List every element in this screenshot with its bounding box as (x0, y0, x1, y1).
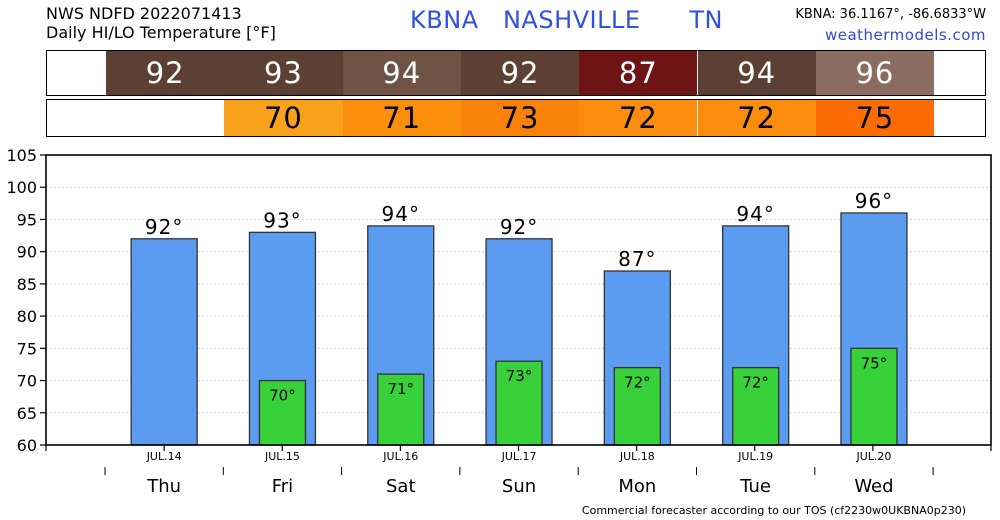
high-temp-strip: 92 93 94 92 87 94 96 (46, 50, 986, 96)
low-strip-cell: 75 (815, 100, 935, 136)
low-temp-label: 75° (861, 354, 888, 372)
y-tick-label: 100 (6, 178, 37, 197)
high-strip-cell: 92 (106, 51, 225, 95)
low-temp-strip: 70 71 73 72 72 75 (46, 99, 986, 137)
low-temp-label: 73° (506, 367, 533, 385)
high-strip-cell: 94 (342, 51, 461, 95)
low-strip-cell: 71 (342, 100, 461, 136)
y-tick-label: 85 (17, 275, 37, 294)
low-strip-cell: 70 (224, 100, 343, 136)
y-tick-label: 60 (17, 436, 37, 455)
product-header: NWS NDFD 2022071413 Daily HI/LO Temperat… (46, 4, 276, 42)
y-tick-label: 105 (6, 146, 37, 165)
y-tick-label: 80 (17, 307, 37, 326)
low-temp-label: 72° (624, 374, 651, 392)
low-temp-bar (613, 367, 661, 446)
date-label: JUL.16 (382, 450, 418, 463)
high-strip-cell: 96 (815, 51, 935, 95)
high-temp-label: 94° (382, 202, 420, 226)
high-temp-label: 93° (263, 208, 301, 232)
high-temp-label: 96° (855, 189, 893, 213)
low-strip-cell: 72 (579, 100, 698, 136)
date-label: JUL.15 (264, 450, 300, 463)
day-label: Mon (618, 476, 656, 497)
footer-note: Commercial forecaster according to our T… (581, 504, 966, 517)
date-label: JUL.14 (146, 450, 182, 463)
station-id: KBNA (410, 6, 479, 34)
y-tick-label: 95 (17, 210, 37, 229)
high-strip-cell: 87 (579, 51, 698, 95)
date-label: JUL.19 (737, 450, 773, 463)
station-title: KBNA NASHVILLE TN (410, 6, 723, 34)
low-strip-cell: 72 (697, 100, 816, 136)
low-strip-cell: 73 (460, 100, 580, 136)
day-label: Thu (146, 476, 181, 497)
date-label: JUL.17 (501, 450, 537, 463)
day-label: Fri (272, 476, 293, 497)
high-temp-bar (130, 238, 198, 446)
high-temp-label: 92° (145, 215, 183, 239)
day-label: Wed (854, 476, 893, 497)
low-temp-label: 70° (269, 387, 296, 405)
high-temp-label: 92° (500, 215, 538, 239)
station-name: NASHVILLE (502, 6, 641, 34)
station-coords: KBNA: 36.1167°, -86.6833°W (795, 7, 986, 22)
date-label: JUL.20 (855, 450, 891, 463)
low-temp-bar (732, 367, 780, 446)
product-variable-label: Daily HI/LO Temperature [°F] (46, 23, 276, 42)
high-temp-label: 94° (736, 202, 774, 226)
station-state: TN (689, 6, 723, 34)
y-tick-label: 90 (17, 243, 37, 262)
y-tick-label: 75 (17, 339, 37, 358)
high-strip-cell: 94 (697, 51, 816, 95)
low-temp-bar (495, 360, 543, 446)
day-label: Sat (386, 476, 416, 497)
high-strip-cell: 92 (460, 51, 580, 95)
y-tick-label: 70 (17, 372, 37, 391)
low-temp-label: 71° (387, 380, 414, 398)
high-temp-label: 87° (618, 247, 656, 271)
high-strip-cell: 93 (224, 51, 343, 95)
site-link[interactable]: weathermodels.com (824, 26, 986, 44)
product-run-label: NWS NDFD 2022071413 (46, 4, 242, 23)
day-label: Tue (739, 476, 771, 497)
day-label: Sun (502, 476, 536, 497)
low-temp-label: 72° (742, 374, 769, 392)
low-temp-bar (850, 347, 898, 446)
station-info: KBNA: 36.1167°, -86.6833°W weathermodels… (795, 5, 986, 45)
y-tick-label: 65 (17, 404, 37, 423)
date-label: JUL.18 (619, 450, 655, 463)
